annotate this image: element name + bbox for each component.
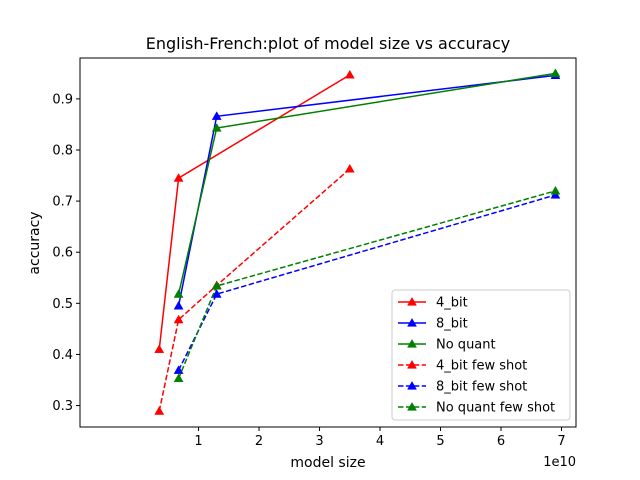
legend-swatch-marker: [407, 317, 417, 327]
x-tick-label: 5: [436, 434, 444, 449]
x-offset-label: 1e10: [543, 455, 576, 470]
series-line: [177, 74, 556, 307]
y-tick-label: 0.5: [52, 297, 73, 312]
chart-title: English-French:plot of model size vs acc…: [146, 34, 510, 53]
legend-entry-label: 8_bit few shot: [436, 380, 527, 395]
data-point: [344, 163, 355, 173]
data-point: [550, 185, 561, 195]
series-4-bit: [154, 69, 355, 353]
series-no-quant-few-shot: [173, 185, 561, 383]
plot-frame: [79, 57, 577, 428]
data-point: [173, 173, 184, 182]
series-4-bit-few-shot: [154, 163, 355, 415]
legend-swatch-marker: [407, 401, 417, 411]
legend-entry-label: No quant few shot: [436, 401, 555, 416]
legend-swatch-marker: [407, 359, 417, 369]
legend-swatch-marker: [407, 380, 417, 390]
y-tick-label: 0.3: [52, 399, 73, 414]
x-tick-label: 2: [255, 434, 263, 449]
data-point: [173, 289, 184, 298]
series-line: [177, 72, 556, 295]
y-tick-label: 0.9: [52, 92, 73, 107]
data-point: [173, 314, 184, 324]
y-tick-label: 0.6: [52, 246, 73, 261]
data-point: [211, 123, 222, 132]
data-point: [173, 300, 184, 310]
legend-entry-label: 8_bit: [436, 317, 468, 332]
legend-swatch-marker: [407, 296, 417, 306]
series-line: [158, 168, 351, 412]
legend-box: [391, 289, 571, 421]
x-tick-label: 4: [376, 434, 384, 449]
legend-entry-label: 4_bit few shot: [436, 359, 527, 374]
legend-entry-label: No quant: [436, 338, 496, 353]
data-point: [173, 373, 184, 383]
x-tick-label: 3: [315, 434, 323, 449]
data-point: [344, 69, 355, 79]
plot-area: 1 2 3 4 5 6 7 0.3 0.4 0.5 0.6 0.7 0.8 0.9: [52, 57, 577, 449]
data-point: [154, 406, 165, 415]
legend-entry-label: 4_bit: [436, 296, 468, 311]
y-tick-label: 0.4: [52, 348, 73, 363]
series-no-quant: [173, 68, 561, 298]
series-8-bit: [173, 70, 561, 310]
y-tick-label: 0.7: [52, 195, 73, 210]
legend-swatch-marker: [407, 338, 417, 348]
x-tick-label: 7: [557, 434, 565, 449]
data-point: [211, 111, 222, 120]
x-axis-label: model size: [290, 455, 365, 471]
series-line: [177, 194, 556, 371]
y-tick-label: 0.8: [52, 143, 73, 158]
series-line: [158, 74, 351, 350]
legend: 4_bit 8_bit No quant 4_bit few shot 8_bit fe…: [391, 289, 571, 421]
data-point: [211, 280, 222, 290]
data-point: [550, 68, 561, 77]
x-tick-label: 6: [497, 434, 505, 449]
y-axis-label: accuracy: [27, 211, 43, 274]
data-point: [211, 289, 222, 298]
series-layer: [154, 68, 561, 415]
data-point: [154, 344, 165, 353]
x-tick-label: 1: [194, 434, 202, 449]
